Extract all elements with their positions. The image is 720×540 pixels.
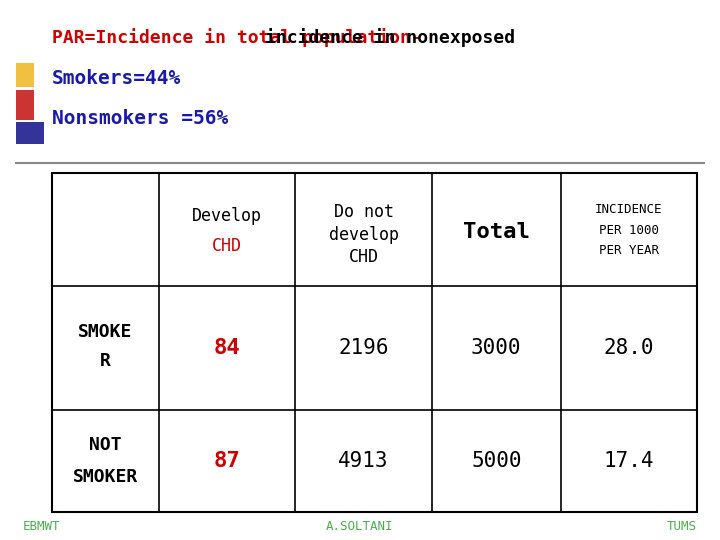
Text: SMOKE: SMOKE (78, 323, 132, 341)
FancyBboxPatch shape (16, 90, 34, 119)
Text: develop: develop (328, 226, 399, 244)
Text: 4913: 4913 (338, 451, 389, 471)
Text: Nonsmokers =56%: Nonsmokers =56% (52, 109, 228, 128)
Text: 84: 84 (214, 338, 240, 358)
Text: R: R (100, 352, 111, 370)
Text: Total: Total (463, 222, 530, 242)
Text: incidence in nonexposed: incidence in nonexposed (265, 28, 515, 47)
Text: Do not: Do not (333, 203, 394, 221)
Text: CHD: CHD (348, 248, 379, 266)
Text: PER 1000: PER 1000 (599, 224, 659, 237)
Text: A.SOLTANI: A.SOLTANI (326, 520, 394, 533)
Text: INCIDENCE: INCIDENCE (595, 204, 662, 217)
Text: 2196: 2196 (338, 338, 389, 358)
Text: Develop: Develop (192, 207, 262, 225)
Text: NOT: NOT (89, 436, 122, 454)
Text: CHD: CHD (212, 237, 243, 255)
FancyBboxPatch shape (16, 63, 34, 87)
Text: TUMS: TUMS (667, 520, 697, 533)
Text: PER YEAR: PER YEAR (599, 244, 659, 257)
Text: 5000: 5000 (471, 451, 521, 471)
Text: EBMWT: EBMWT (23, 520, 60, 533)
Text: 3000: 3000 (471, 338, 521, 358)
Text: PAR=Incidence in total population-: PAR=Incidence in total population- (52, 28, 432, 47)
Text: SMOKER: SMOKER (73, 468, 138, 486)
FancyBboxPatch shape (52, 173, 697, 512)
Text: 17.4: 17.4 (603, 451, 654, 471)
FancyBboxPatch shape (16, 122, 45, 144)
Text: Smokers=44%: Smokers=44% (52, 69, 181, 87)
Text: 28.0: 28.0 (603, 338, 654, 358)
Text: 87: 87 (214, 451, 240, 471)
